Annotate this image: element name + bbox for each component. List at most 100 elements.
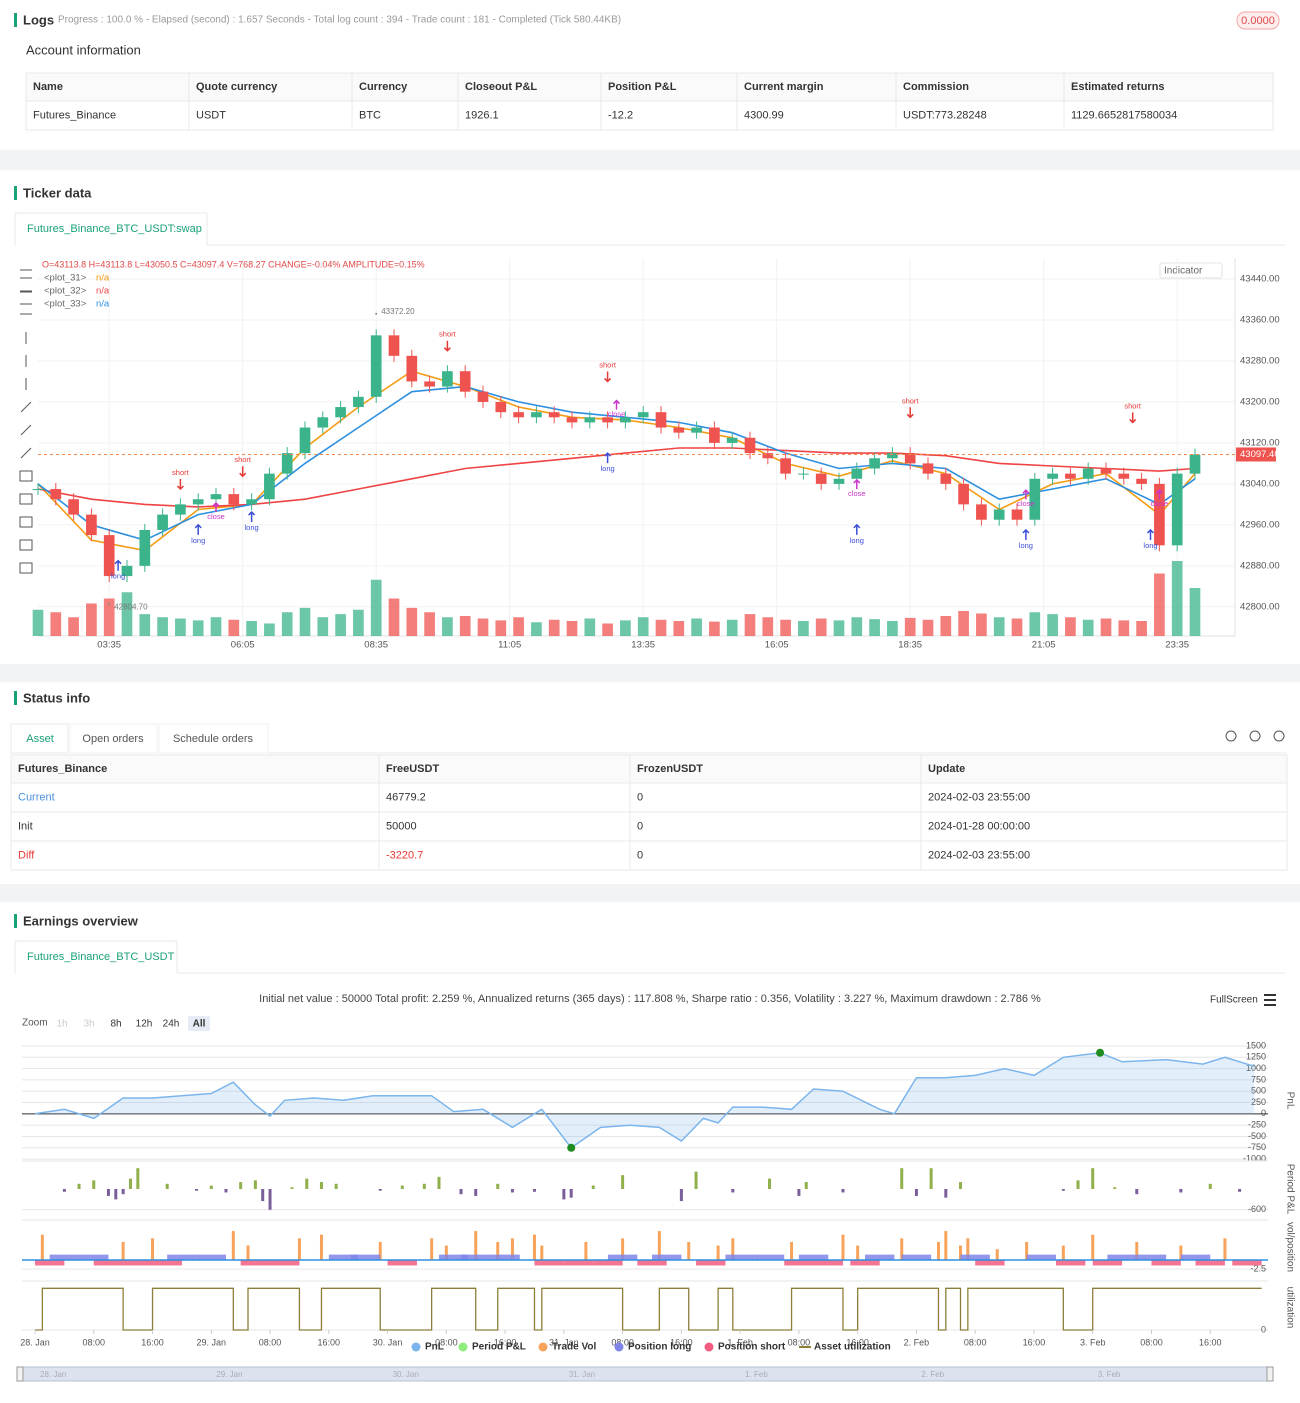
legend-symbol[interactable] <box>458 1342 468 1352</box>
zoom-button[interactable]: 1h <box>56 1019 67 1030</box>
toolbar-icon[interactable] <box>1249 730 1261 742</box>
legend-label[interactable]: Trade Vol <box>552 1342 596 1353</box>
tool-icon <box>19 493 33 505</box>
volume-bar <box>477 618 489 636</box>
navigator-handle[interactable] <box>1266 1366 1274 1382</box>
table-cell: 2024-02-03 23:55:00 <box>928 791 1030 803</box>
y-tick-label: -1000 <box>1243 1153 1266 1163</box>
volume-bar <box>1118 620 1130 636</box>
bar <box>136 1168 140 1189</box>
legend-symbol[interactable] <box>704 1342 714 1352</box>
signal-label: long <box>191 536 205 545</box>
signal-label: long <box>850 536 864 545</box>
candle-body <box>1171 473 1183 546</box>
bar <box>959 1182 962 1189</box>
bar <box>261 1189 265 1202</box>
x-tick-label: 31. Jan <box>549 1337 579 1347</box>
bar <box>959 1245 962 1261</box>
volume-bar <box>1171 561 1183 636</box>
volume-bar <box>887 621 898 636</box>
y-tick-label: 43040.00 <box>1240 478 1280 489</box>
last-price-label: 43097.40 <box>1240 449 1280 460</box>
zoom-button[interactable]: 3h <box>83 1019 94 1030</box>
y-tick-label: 1000 <box>1246 1063 1266 1073</box>
legend-label[interactable]: Position long <box>628 1342 691 1353</box>
table-cell: Diff <box>18 849 35 861</box>
bar <box>569 1189 573 1198</box>
y-tick-label: 250 <box>1251 1097 1266 1107</box>
candle-body <box>103 535 115 577</box>
navigator-label: 31. Jan <box>569 1370 595 1379</box>
section-gap <box>0 884 1300 902</box>
table-header: Commission <box>903 81 969 93</box>
table-header: Position P&L <box>608 81 677 93</box>
tab-label[interactable]: Futures_Binance_BTC_USDT:swap <box>27 223 202 235</box>
bar <box>195 1189 199 1191</box>
candle-body <box>531 412 542 418</box>
toolbar-icon[interactable] <box>1273 730 1285 742</box>
navigator[interactable] <box>19 1366 1271 1382</box>
legend-label[interactable]: Asset utilization <box>814 1342 891 1353</box>
tab-label[interactable]: Futures_Binance_BTC_USDT <box>27 951 175 963</box>
candle-body <box>1100 468 1112 474</box>
volume-bar <box>1047 614 1058 636</box>
legend-label[interactable]: Position short <box>718 1342 786 1353</box>
table-header: Update <box>928 763 965 775</box>
indicator-label[interactable]: Indicator <box>1164 266 1203 277</box>
tab[interactable] <box>158 723 269 754</box>
zoom-button[interactable]: 24h <box>163 1019 180 1030</box>
fullscreen-button[interactable]: FullScreen <box>1210 995 1258 1006</box>
signal-arrow <box>248 510 256 523</box>
zoom-button[interactable]: 12h <box>136 1019 153 1030</box>
zoom-button[interactable]: All <box>193 1019 206 1030</box>
candle-body <box>887 453 898 459</box>
volume-bar <box>68 617 79 636</box>
legend-label[interactable]: PnL <box>425 1342 444 1353</box>
x-tick-label: 18:35 <box>898 640 922 651</box>
tab[interactable] <box>69 723 158 754</box>
bar <box>790 1241 794 1261</box>
bar <box>966 1238 970 1261</box>
table-cell: 0 <box>637 820 643 832</box>
x-tick-label: 3. Feb <box>1080 1337 1106 1347</box>
navigator-label: 1. Feb <box>745 1370 768 1379</box>
legend-symbol[interactable] <box>538 1342 548 1352</box>
volume-bar <box>904 617 916 636</box>
bar <box>461 1254 491 1261</box>
tab-label[interactable]: Open orders <box>82 733 144 745</box>
bar <box>532 1189 536 1192</box>
tab[interactable] <box>10 723 69 754</box>
table-header-bg <box>11 755 1287 783</box>
badge-text: 0.0000 <box>1241 15 1275 27</box>
x-tick-label: 23:35 <box>1165 640 1189 651</box>
legend-symbol[interactable] <box>614 1342 624 1352</box>
bar <box>1179 1189 1183 1193</box>
tab-label[interactable]: Schedule orders <box>173 733 254 745</box>
section-marker <box>14 186 17 200</box>
signal-label: long <box>1019 541 1033 550</box>
candle-body <box>993 509 1005 520</box>
table-cell: 0 <box>637 791 643 803</box>
extreme-marker <box>1096 1048 1105 1057</box>
zoom-button[interactable]: 8h <box>110 1019 121 1030</box>
y-axis-title: Period P&L <box>1284 1164 1295 1215</box>
progress-text: Progress : 100.0 % - Elapsed (second) : … <box>58 15 621 26</box>
volume-bar <box>691 618 702 636</box>
indicator-button[interactable] <box>1159 262 1223 279</box>
bar <box>1026 1254 1056 1261</box>
bar <box>621 1175 625 1189</box>
summary: Initial net value : 50000 Total profit: … <box>259 993 1041 1005</box>
signal-label: short <box>599 360 617 369</box>
bar <box>593 1260 623 1266</box>
section-gap <box>0 150 1300 170</box>
volume-bar <box>192 620 204 636</box>
legend-symbol[interactable] <box>411 1342 421 1352</box>
tab-label[interactable]: Asset <box>26 733 54 745</box>
navigator-handle[interactable] <box>16 1366 24 1382</box>
legend-label[interactable]: Period P&L <box>472 1342 526 1353</box>
zoom-button-bg[interactable] <box>188 1016 210 1031</box>
toolbar-icon[interactable] <box>1225 730 1237 742</box>
bar <box>841 1234 845 1261</box>
candle-body <box>459 371 471 392</box>
